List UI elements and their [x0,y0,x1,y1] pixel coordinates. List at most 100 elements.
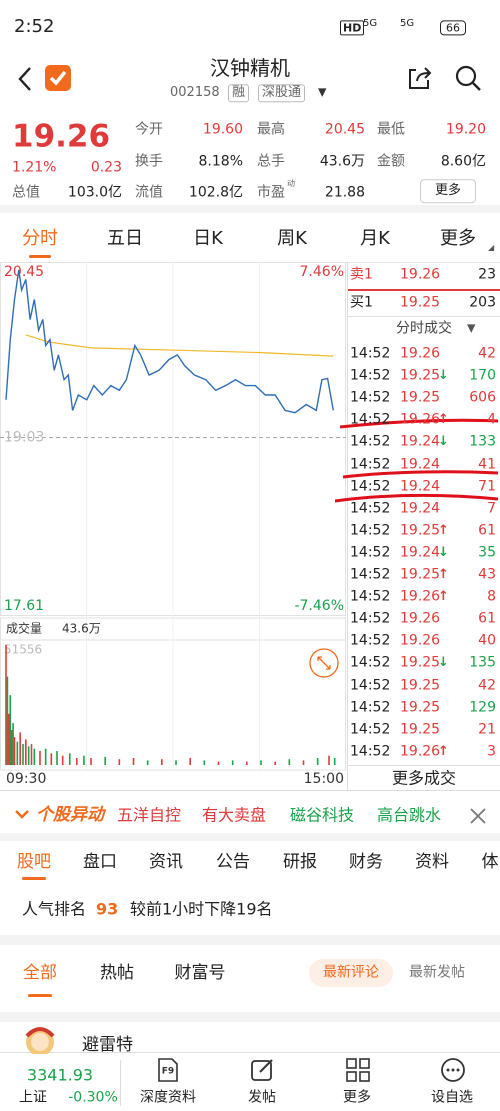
section-tab[interactable]: 研报 [283,851,317,872]
book-label: 买1 [350,294,373,311]
divider [348,289,500,291]
more-button[interactable]: 更多 [419,179,477,203]
feed-tab[interactable]: 财富号 [174,962,226,983]
stat-value: 103.0亿 [67,184,122,201]
volume-bar [8,713,10,765]
section-tab[interactable]: 股吧 [17,851,51,872]
alert-item[interactable]: 高台跳水 [377,805,442,825]
alert-item[interactable]: 磁谷科技 [290,805,355,825]
trade-price: 19.26 [400,588,441,605]
feed-tab[interactable]: 热帖 [100,962,134,983]
volume-bar [246,761,248,765]
trade-qty: 42 [478,345,496,362]
chevron-icon [15,810,29,819]
trade-price: 19.25 [400,699,441,716]
trade-direction: ↓ [438,434,449,450]
section-tab[interactable]: 公告 [216,851,250,872]
trade-time: 14:52 [350,632,391,649]
section-tab[interactable]: 体 [481,851,499,872]
volume-bar [5,645,7,765]
stat-value: 8.60亿 [440,153,486,170]
more-trades[interactable]: 更多成交 [391,768,457,788]
button-icon: F9 [161,1066,175,1077]
trade-price: 19.26 [400,411,441,428]
volume-bar [30,744,33,765]
chart-tab[interactable]: 更多 [440,228,476,250]
stat-value: 8.18% [198,153,243,170]
feed-tab[interactable]: 全部 [23,962,57,983]
volume-bar [203,760,206,765]
volume-bar [104,756,106,765]
stat-label: 今开 [135,121,163,138]
search-button[interactable] [454,64,482,92]
chart-tab[interactable]: 分时 [22,228,58,250]
status-network: HD [340,20,365,36]
corner-icon: ◢ [488,243,495,253]
stat-value: 19.60 [202,121,243,138]
volume-bar [274,761,276,765]
chart-tab[interactable]: 周K [277,228,307,250]
trade-time: 14:52 [350,522,391,539]
stock-code: 002158 [170,85,220,101]
volume-bar [132,758,135,765]
trade-price: 19.24 [400,544,441,561]
volume-max-label: 51556 [4,643,42,657]
volume-bar [19,732,21,765]
section-tab[interactable]: 盘口 [83,851,117,872]
dropdown-icon: ▼ [467,321,476,335]
zoom-button[interactable] [309,648,339,678]
section-tab[interactable]: 资讯 [149,851,183,872]
trade-time: 14:52 [350,566,391,583]
stat-label: 换手 [135,153,163,170]
alert-item[interactable]: 有大卖盘 [202,805,267,825]
share-button[interactable] [406,64,434,92]
divider [0,1052,500,1053]
bottom-button[interactable]: 发帖 [248,1089,276,1106]
section-tab[interactable]: 资料 [415,851,449,872]
trade-direction: ↑ [438,412,449,428]
sort-option[interactable]: 最新发帖 [409,964,465,981]
close-button[interactable] [468,806,488,826]
volume-label: 成交量 [6,621,42,636]
alert-item[interactable]: 五洋自控 [117,805,182,825]
x-end-label: 15:00 [304,771,344,787]
book-price: 19.25 [400,294,441,311]
app-logo [45,65,71,91]
volume-bar [9,695,12,765]
stock-tag: 融 [228,84,250,102]
trade-time: 14:52 [350,699,391,716]
pct-min-label: -7.46% [294,598,344,614]
volume-bar [50,753,53,765]
bottom-button[interactable]: 更多 [343,1089,371,1106]
chart-tab[interactable]: 五日 [107,228,143,250]
back-button[interactable] [16,66,36,92]
chart-tab[interactable]: 日K [193,228,223,250]
trade-time: 14:52 [350,743,391,760]
stock-title: 汉钟精机 [210,56,290,80]
volume-bar [302,760,305,765]
trade-qty: 43 [478,566,496,583]
popularity-label: 人气排名 [22,899,87,919]
section-tab[interactable]: 财务 [349,851,383,872]
divider [0,833,500,841]
stat-value: 20.45 [324,121,365,138]
trade-direction: ↓ [438,368,449,384]
trade-price: 19.25 [400,654,441,671]
volume-bar [118,759,121,765]
trade-direction: ↑ [438,589,449,605]
sort-option[interactable]: 最新评论 [323,964,379,981]
price-line [5,269,334,414]
dropdown-icon: ▼ [318,85,327,99]
chart-tab[interactable]: 月K [360,228,390,250]
trade-time: 14:52 [350,478,391,495]
trade-qty: 3 [487,743,496,760]
bottom-button[interactable]: 深度资料 [140,1089,196,1106]
avg-line [25,334,334,357]
divider [0,1012,500,1022]
volume-bar [27,746,30,765]
volume-bar [189,758,191,765]
trade-qty: 41 [478,456,496,473]
book-qty: 23 [478,266,496,283]
bottom-button[interactable]: 设自选 [431,1089,473,1106]
